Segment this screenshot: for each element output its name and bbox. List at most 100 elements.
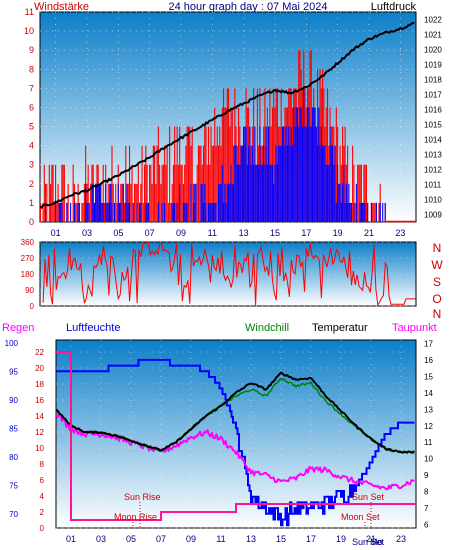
wind-bar <box>180 164 182 222</box>
wind-direction-line <box>42 242 416 307</box>
temperature-y-tick-label: 17 <box>424 339 433 348</box>
rain-y-tick-label: 10 <box>35 444 44 453</box>
wind-bar <box>43 164 45 222</box>
gust-bar <box>108 202 111 222</box>
wind-direction-marks: 0 90 180 270 360 <box>21 238 416 311</box>
gust-bar <box>111 202 113 222</box>
rain-y-tick-label: 12 <box>35 428 44 437</box>
wind-bar <box>185 145 187 222</box>
gust-bar <box>164 202 166 222</box>
gust-bar <box>362 202 364 222</box>
direction-y-tick-label: 270 <box>21 254 35 263</box>
gust-bar <box>310 126 312 222</box>
gust-bar <box>172 202 174 222</box>
gust-bar <box>96 183 98 222</box>
gust-bar <box>325 164 327 222</box>
wind-bar <box>196 164 198 222</box>
gust-bar <box>77 202 79 222</box>
humidity-axis-label: Luftfeuchte <box>66 322 120 334</box>
pressure-y-tick-label: 1017 <box>424 91 442 100</box>
gust-bar <box>298 126 300 222</box>
gust-bar <box>339 183 341 222</box>
wind-bar <box>128 145 131 222</box>
gust-bar <box>273 183 275 222</box>
wind-bar <box>152 145 154 222</box>
gust-bar <box>226 183 228 222</box>
gust-bar <box>174 202 176 222</box>
gust-bar <box>265 126 267 222</box>
wind-bar <box>121 183 123 222</box>
wind-bar <box>125 145 127 222</box>
time-x-tick-label: 21 <box>364 228 374 238</box>
wind-bar <box>123 202 126 222</box>
wind-bar <box>175 164 177 222</box>
gust-bar <box>192 202 195 222</box>
wind-bar <box>63 164 65 222</box>
wind-bar <box>360 164 362 222</box>
wind-bar <box>169 126 171 222</box>
gust-bar <box>294 126 296 222</box>
wind-bar <box>353 164 355 222</box>
rain-y-tick-label: 20 <box>35 364 44 373</box>
gust-bar <box>146 202 148 222</box>
time-x-tick-label: 15 <box>270 228 280 238</box>
gust-bar <box>342 183 344 222</box>
wind-bar <box>144 164 146 222</box>
wind-bar <box>224 107 226 222</box>
wind-bar <box>176 126 178 222</box>
wind-direction-plot-area <box>39 241 417 307</box>
wind-bar <box>53 202 55 222</box>
wind-bar <box>266 107 268 222</box>
wind-y-tick-label: 1 <box>29 198 34 208</box>
gust-bar <box>329 126 331 222</box>
gust-bar <box>279 145 281 222</box>
gust-bar <box>301 126 304 222</box>
time-x-tick-label: 19 <box>336 534 346 544</box>
gust-bar <box>101 202 103 222</box>
gust-bar <box>253 164 255 222</box>
wind-y-tick-label: 4 <box>29 141 34 151</box>
temperature-y-tick-label: 8 <box>424 488 429 497</box>
gust-bar <box>73 202 75 222</box>
rain-y-tick-label: 2 <box>40 508 45 517</box>
wind-bar <box>154 145 156 222</box>
gust-bar <box>211 202 213 222</box>
gust-bar <box>350 202 352 222</box>
wind-bar <box>207 126 210 222</box>
time-x-tick-label: 11 <box>216 534 225 544</box>
gust-bar <box>91 183 93 222</box>
wind-bar <box>102 164 104 222</box>
wind-bar <box>374 202 376 222</box>
temperature-y-tick-label: 11 <box>424 438 433 447</box>
humidity-y-tick-label: 85 <box>9 424 18 433</box>
time-x-tick-label: 11 <box>208 228 217 238</box>
gust-bar <box>333 164 335 222</box>
gust-bar <box>230 164 232 222</box>
time-x-tick-label: 05 <box>113 228 123 238</box>
gust-bar <box>225 202 227 222</box>
gust-bar <box>291 145 294 222</box>
wind-bar <box>55 164 57 222</box>
wind-bar <box>76 202 78 222</box>
wind-bar <box>75 202 77 222</box>
gust-bar <box>201 183 203 222</box>
gust-bar <box>45 202 47 222</box>
wind-bar <box>269 88 271 222</box>
gust-bar <box>367 202 369 222</box>
wind-bar <box>130 183 132 222</box>
time-x-tick-label: 07 <box>145 228 155 238</box>
gust-bar <box>117 183 119 222</box>
gust-bar <box>118 202 121 222</box>
gust-bar <box>311 107 314 222</box>
temperature-y-tick-label: 15 <box>424 372 433 381</box>
wind-bar <box>225 107 227 222</box>
gust-bar <box>260 164 262 222</box>
wind-bar <box>82 202 84 222</box>
gust-bar <box>95 183 97 222</box>
wind-bar <box>170 202 172 222</box>
humidity-y-tick-label: 100 <box>5 339 19 348</box>
gust-bar <box>261 164 263 222</box>
wind-bar <box>352 145 354 222</box>
gust-bar <box>309 126 311 222</box>
humidity-y-tick-label: 70 <box>9 510 18 519</box>
